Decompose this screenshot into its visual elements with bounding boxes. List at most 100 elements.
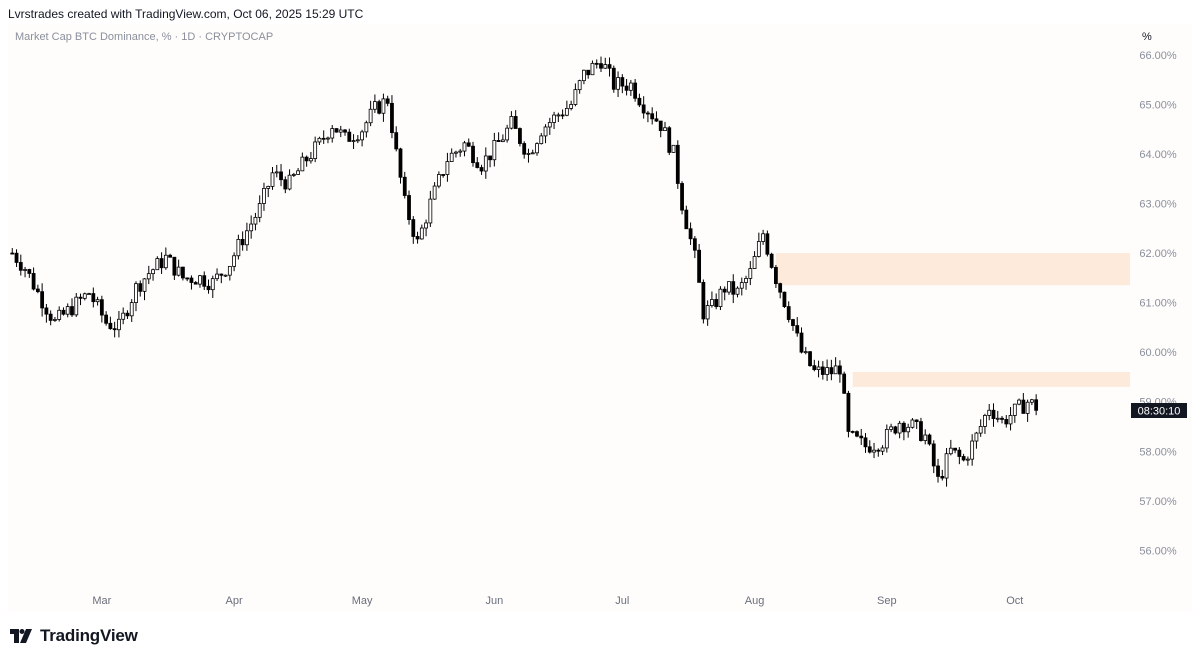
candle	[198, 274, 202, 288]
candle	[795, 317, 800, 337]
candle	[910, 418, 915, 429]
candle	[492, 132, 497, 167]
candle	[594, 59, 599, 69]
candle	[377, 99, 382, 115]
candle	[27, 268, 32, 278]
y-tick-label: 56.00%	[1139, 545, 1177, 557]
candle	[321, 130, 326, 144]
candle	[953, 447, 957, 454]
candle	[458, 148, 463, 157]
candle	[752, 251, 757, 269]
candle	[390, 95, 394, 139]
candle	[667, 126, 672, 156]
candle	[168, 253, 173, 258]
candle	[23, 266, 27, 278]
candle	[411, 216, 416, 244]
candle	[936, 458, 940, 483]
candle	[727, 281, 731, 295]
candle	[87, 292, 91, 295]
candle	[641, 96, 646, 119]
candle	[539, 132, 544, 145]
candle	[1025, 399, 1030, 422]
candle	[586, 69, 591, 79]
candle	[902, 421, 906, 441]
candle	[70, 298, 74, 317]
candle	[436, 171, 441, 189]
candle	[552, 111, 556, 130]
x-tick-label: Apr	[226, 595, 243, 607]
candle	[697, 243, 702, 283]
candle	[283, 176, 288, 194]
candle	[479, 164, 484, 175]
candle	[799, 327, 804, 354]
candle	[748, 261, 753, 286]
candle	[360, 129, 364, 147]
candle	[978, 419, 983, 437]
candle	[279, 164, 283, 187]
candle	[142, 278, 147, 301]
candle	[326, 136, 330, 144]
candle	[257, 195, 262, 223]
candle	[202, 271, 207, 290]
candle	[475, 157, 480, 169]
candle	[914, 419, 919, 429]
candle	[842, 371, 847, 394]
last-price-label: 08:30:10	[1131, 403, 1187, 418]
candle	[761, 229, 766, 245]
candle	[859, 428, 864, 445]
candle	[820, 361, 825, 380]
supply-zone-2	[852, 371, 1130, 387]
candle	[57, 306, 62, 322]
candle	[872, 442, 876, 459]
candle	[838, 360, 842, 383]
candle	[739, 277, 744, 296]
candle	[372, 94, 377, 113]
candle	[983, 413, 987, 434]
candle	[518, 127, 522, 147]
candle	[488, 155, 492, 168]
candle	[313, 136, 318, 163]
candle	[317, 136, 322, 146]
candle	[769, 252, 774, 269]
y-tick-label: 60.00%	[1139, 347, 1177, 359]
candle	[876, 448, 881, 457]
candle	[206, 279, 211, 294]
candle	[680, 181, 684, 215]
candle	[692, 236, 697, 259]
candle	[65, 303, 70, 318]
candle	[948, 439, 953, 456]
candle	[803, 346, 808, 355]
candle	[1000, 415, 1004, 424]
candle	[778, 282, 783, 299]
candle	[296, 168, 300, 175]
candle	[756, 232, 761, 258]
candle	[1034, 394, 1039, 416]
candle	[650, 107, 655, 125]
candle	[355, 135, 360, 144]
candle	[940, 469, 945, 481]
candle	[402, 171, 407, 199]
y-tick-label: 57.00%	[1139, 496, 1177, 508]
candle	[970, 434, 975, 466]
candle	[300, 152, 305, 172]
candle	[53, 316, 57, 322]
candle	[974, 431, 979, 449]
candle	[343, 129, 347, 136]
tradingview-brand[interactable]: TradingView	[10, 626, 138, 646]
candle	[850, 430, 855, 434]
candle	[616, 71, 620, 98]
candle	[931, 440, 936, 474]
candle	[633, 79, 638, 102]
candle	[620, 74, 625, 94]
candle	[274, 164, 279, 178]
x-tick-label: Sep	[877, 595, 897, 607]
candle	[705, 300, 710, 326]
candle	[500, 134, 505, 143]
candle	[10, 248, 15, 255]
candle	[347, 128, 352, 142]
chart-attribution: Lvrstrades created with TradingView.com,…	[8, 7, 364, 21]
candle	[611, 65, 616, 93]
candle	[961, 453, 966, 462]
candle	[833, 357, 838, 375]
